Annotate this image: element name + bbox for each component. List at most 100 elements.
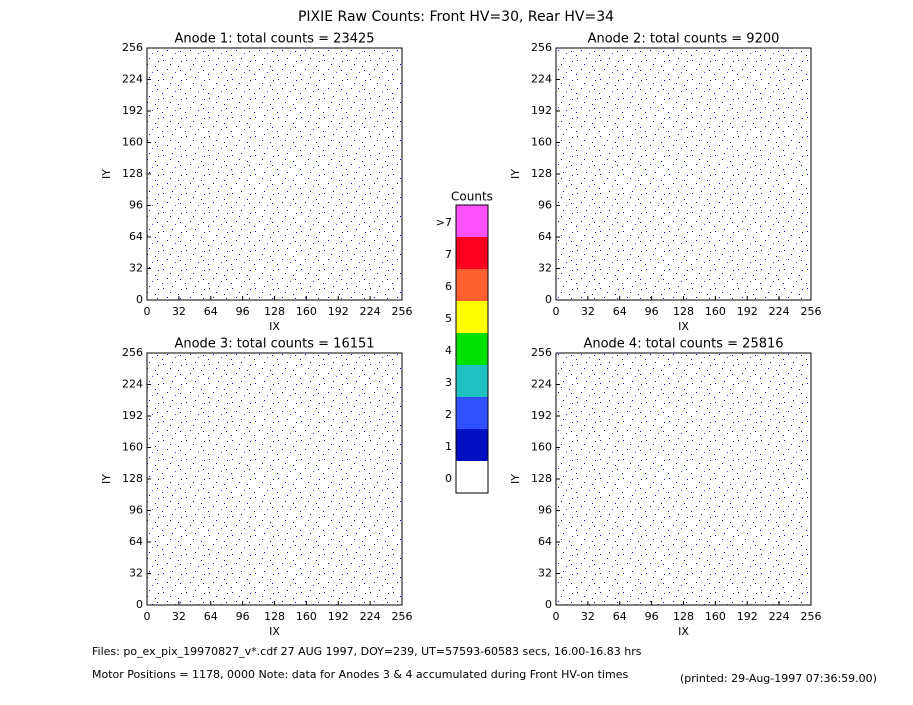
color-swatch [456, 397, 488, 429]
x-tick-label: 32 [581, 305, 595, 318]
x-tick-label: 160 [705, 305, 726, 318]
y-tick-label: 192 [531, 409, 552, 422]
y-tick-label: 128 [122, 167, 143, 180]
footer-files: Files: po_ex_pix_19970827_v*.cdf 27 AUG … [92, 645, 642, 658]
speckle-texture [556, 353, 811, 605]
y-tick-label: 32 [538, 262, 552, 275]
footer-printed: (printed: 29-Aug-1997 07:36:59.00) [680, 672, 877, 685]
colorbar-label: 6 [445, 280, 452, 293]
color-swatch [456, 301, 488, 333]
x-tick-label: 96 [236, 610, 250, 623]
x-tick-label: 256 [392, 610, 413, 623]
y-tick-label: 32 [129, 262, 143, 275]
y-tick-label: 0 [545, 293, 552, 306]
colorbar-label: 3 [445, 376, 452, 389]
color-swatch [456, 205, 488, 237]
color-swatch [456, 429, 488, 461]
y-tick-label: 96 [129, 504, 143, 517]
x-tick-label: 128 [264, 610, 285, 623]
colorbar-label: >7 [436, 216, 452, 229]
y-tick-label: 32 [538, 567, 552, 580]
y-tick-label: 160 [122, 441, 143, 454]
y-axis-label: IY [509, 474, 522, 484]
x-tick-label: 224 [769, 610, 790, 623]
color-swatch [456, 269, 488, 301]
x-tick-label: 0 [144, 610, 151, 623]
x-tick-label: 64 [613, 305, 627, 318]
colorbar-label: 7 [445, 248, 452, 261]
y-tick-label: 64 [538, 535, 552, 548]
colorbar-label: 0 [445, 472, 452, 485]
footer-motor: Motor Positions = 1178, 0000 Note: data … [92, 668, 628, 681]
x-tick-label: 96 [645, 610, 659, 623]
x-tick-label: 128 [673, 610, 694, 623]
y-tick-label: 96 [538, 199, 552, 212]
x-tick-label: 96 [236, 305, 250, 318]
x-tick-label: 192 [328, 305, 349, 318]
x-tick-label: 224 [360, 610, 381, 623]
x-tick-label: 192 [328, 610, 349, 623]
y-axis-label: IY [509, 169, 522, 179]
color-swatch [456, 237, 488, 269]
y-tick-label: 256 [122, 346, 143, 359]
y-tick-label: 64 [129, 535, 143, 548]
panel-title: Anode 2: total counts = 9200 [588, 32, 780, 47]
x-axis-label: IX [269, 625, 280, 638]
y-tick-label: 0 [136, 293, 143, 306]
y-tick-label: 160 [531, 136, 552, 149]
colorbar-label: 2 [445, 408, 452, 421]
x-tick-label: 0 [553, 610, 560, 623]
y-tick-label: 256 [531, 41, 552, 54]
y-tick-label: 256 [531, 346, 552, 359]
x-axis-label: IX [678, 320, 689, 333]
y-tick-label: 192 [122, 104, 143, 117]
y-tick-label: 64 [538, 230, 552, 243]
x-axis-label: IX [678, 625, 689, 638]
x-tick-label: 96 [645, 305, 659, 318]
x-tick-label: 32 [581, 610, 595, 623]
y-tick-label: 0 [545, 598, 552, 611]
y-tick-label: 224 [531, 73, 552, 86]
y-axis-label: IY [100, 169, 113, 179]
x-axis-label: IX [269, 320, 280, 333]
x-tick-label: 32 [172, 305, 186, 318]
y-tick-label: 256 [122, 41, 143, 54]
x-tick-label: 64 [613, 610, 627, 623]
speckle-texture [147, 48, 402, 300]
color-swatch [456, 333, 488, 365]
x-tick-label: 224 [360, 305, 381, 318]
speckle-texture [556, 48, 811, 300]
x-tick-label: 160 [296, 305, 317, 318]
y-tick-label: 64 [129, 230, 143, 243]
colorbar-label: 1 [445, 440, 452, 453]
y-tick-label: 32 [129, 567, 143, 580]
x-tick-label: 160 [296, 610, 317, 623]
y-tick-label: 192 [122, 409, 143, 422]
x-tick-label: 32 [172, 610, 186, 623]
y-tick-label: 224 [122, 73, 143, 86]
y-tick-label: 160 [531, 441, 552, 454]
color-swatch [456, 365, 488, 397]
panel-title: Anode 4: total counts = 25816 [583, 337, 783, 352]
colorbar-frame [455, 204, 489, 494]
y-axis-label: IY [100, 474, 113, 484]
y-tick-label: 128 [531, 167, 552, 180]
x-tick-label: 0 [553, 305, 560, 318]
page-title: PIXIE Raw Counts: Front HV=30, Rear HV=3… [298, 9, 614, 25]
x-tick-label: 0 [144, 305, 151, 318]
colorbar-label: 4 [445, 344, 452, 357]
colorbar-label: 5 [445, 312, 452, 325]
y-tick-label: 96 [129, 199, 143, 212]
color-swatch [456, 461, 488, 493]
y-tick-label: 224 [531, 378, 552, 391]
x-tick-label: 192 [737, 610, 758, 623]
x-tick-label: 192 [737, 305, 758, 318]
x-tick-label: 160 [705, 610, 726, 623]
x-tick-label: 128 [673, 305, 694, 318]
speckle-texture [147, 353, 402, 605]
x-tick-label: 256 [801, 305, 822, 318]
x-tick-label: 128 [264, 305, 285, 318]
y-tick-label: 192 [531, 104, 552, 117]
y-tick-label: 0 [136, 598, 143, 611]
